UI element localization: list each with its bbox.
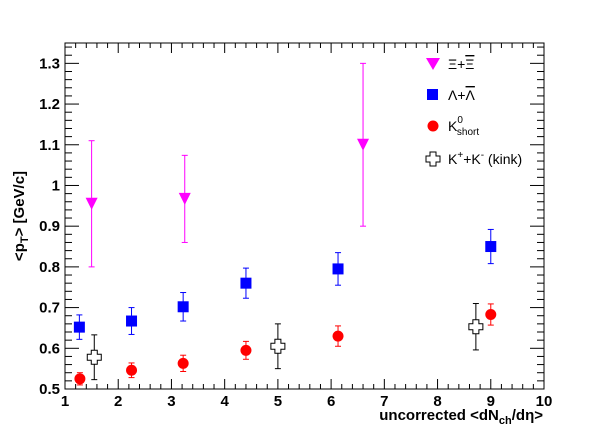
y-axis-title: <pT> [GeV/c] xyxy=(11,171,31,261)
y-tick-label: 0.7 xyxy=(39,300,60,317)
legend-label-lambda: Λ+Λ xyxy=(448,87,476,103)
x-tick-label: 8 xyxy=(433,393,441,410)
legend-marker-lambda xyxy=(427,89,438,100)
legend-entry-xi: Ξ+Ξ xyxy=(426,56,474,72)
data-point-circle xyxy=(332,330,344,342)
x-tick-label: 4 xyxy=(220,393,229,410)
y-tick-label: 0.8 xyxy=(39,259,60,276)
data-point-circle xyxy=(240,344,252,356)
legend-label-xi: Ξ+Ξ xyxy=(448,56,474,72)
series-1 xyxy=(73,228,497,340)
x-tick-label: 6 xyxy=(327,393,335,410)
data-point-triangle xyxy=(178,192,191,205)
series-2 xyxy=(74,303,497,386)
x-tick-label: 7 xyxy=(380,393,388,410)
data-point-triangle xyxy=(85,197,98,210)
tick-labels: 1 2 3 4 5 6 7 8 9 10 0.5 0.6 0.7 0.8 0.9 1 1.1 1.2 1.3 xyxy=(39,55,552,410)
data-point-circle xyxy=(485,309,497,321)
plot-frame xyxy=(64,42,545,390)
x-tick-label: 3 xyxy=(167,393,175,410)
data-point-square xyxy=(73,321,85,333)
data-point-triangle xyxy=(357,138,370,151)
data-point-circle xyxy=(74,373,86,385)
legend-label-k0short: K0 short xyxy=(448,115,479,138)
legend-marker-kink xyxy=(425,151,441,167)
x-tick-label: 10 xyxy=(536,393,553,410)
x-tick-label: 9 xyxy=(487,393,495,410)
data-point-square xyxy=(240,277,252,289)
y-tick-label: 0.5 xyxy=(39,381,60,398)
x-axis-title: uncorrected <dNch/dη> xyxy=(379,407,543,427)
x-tick-label: 5 xyxy=(274,393,282,410)
x-tick-label: 1 xyxy=(61,393,69,410)
legend-entry-lambda: Λ+Λ xyxy=(427,87,476,103)
y-tick-label: 1 xyxy=(52,177,60,194)
data-point-square xyxy=(177,301,189,313)
data-point-open-cross xyxy=(86,349,102,365)
x-tick-label: 2 xyxy=(114,393,122,410)
data-point-circle xyxy=(177,357,189,369)
y-tick-label: 1.3 xyxy=(39,55,60,72)
data-point-square xyxy=(485,241,497,253)
legend: Ξ+Ξ Λ+Λ K0 short K++K- (kink) xyxy=(425,56,522,167)
y-tick-label: 1.2 xyxy=(39,96,60,113)
y-tick-label: 0.9 xyxy=(39,218,60,235)
legend-label-kink: K++K- (kink) xyxy=(448,150,522,167)
series-3 xyxy=(86,303,484,381)
axis-ticks xyxy=(64,43,545,390)
data-point-open-cross xyxy=(270,338,286,354)
data-point-square xyxy=(332,263,344,275)
data-point-circle xyxy=(126,364,138,376)
data-point-open-cross xyxy=(468,319,484,335)
data-point-square xyxy=(126,315,138,327)
legend-marker-k0short xyxy=(427,120,439,132)
y-tick-label: 1.1 xyxy=(39,137,60,154)
series-0 xyxy=(85,62,370,268)
y-tick-label: 0.6 xyxy=(39,340,60,357)
legend-entry-k0short: K0 short xyxy=(427,115,479,138)
legend-entry-kink: K++K- (kink) xyxy=(425,150,522,167)
legend-marker-xi xyxy=(426,58,440,70)
data-layer xyxy=(73,62,497,386)
